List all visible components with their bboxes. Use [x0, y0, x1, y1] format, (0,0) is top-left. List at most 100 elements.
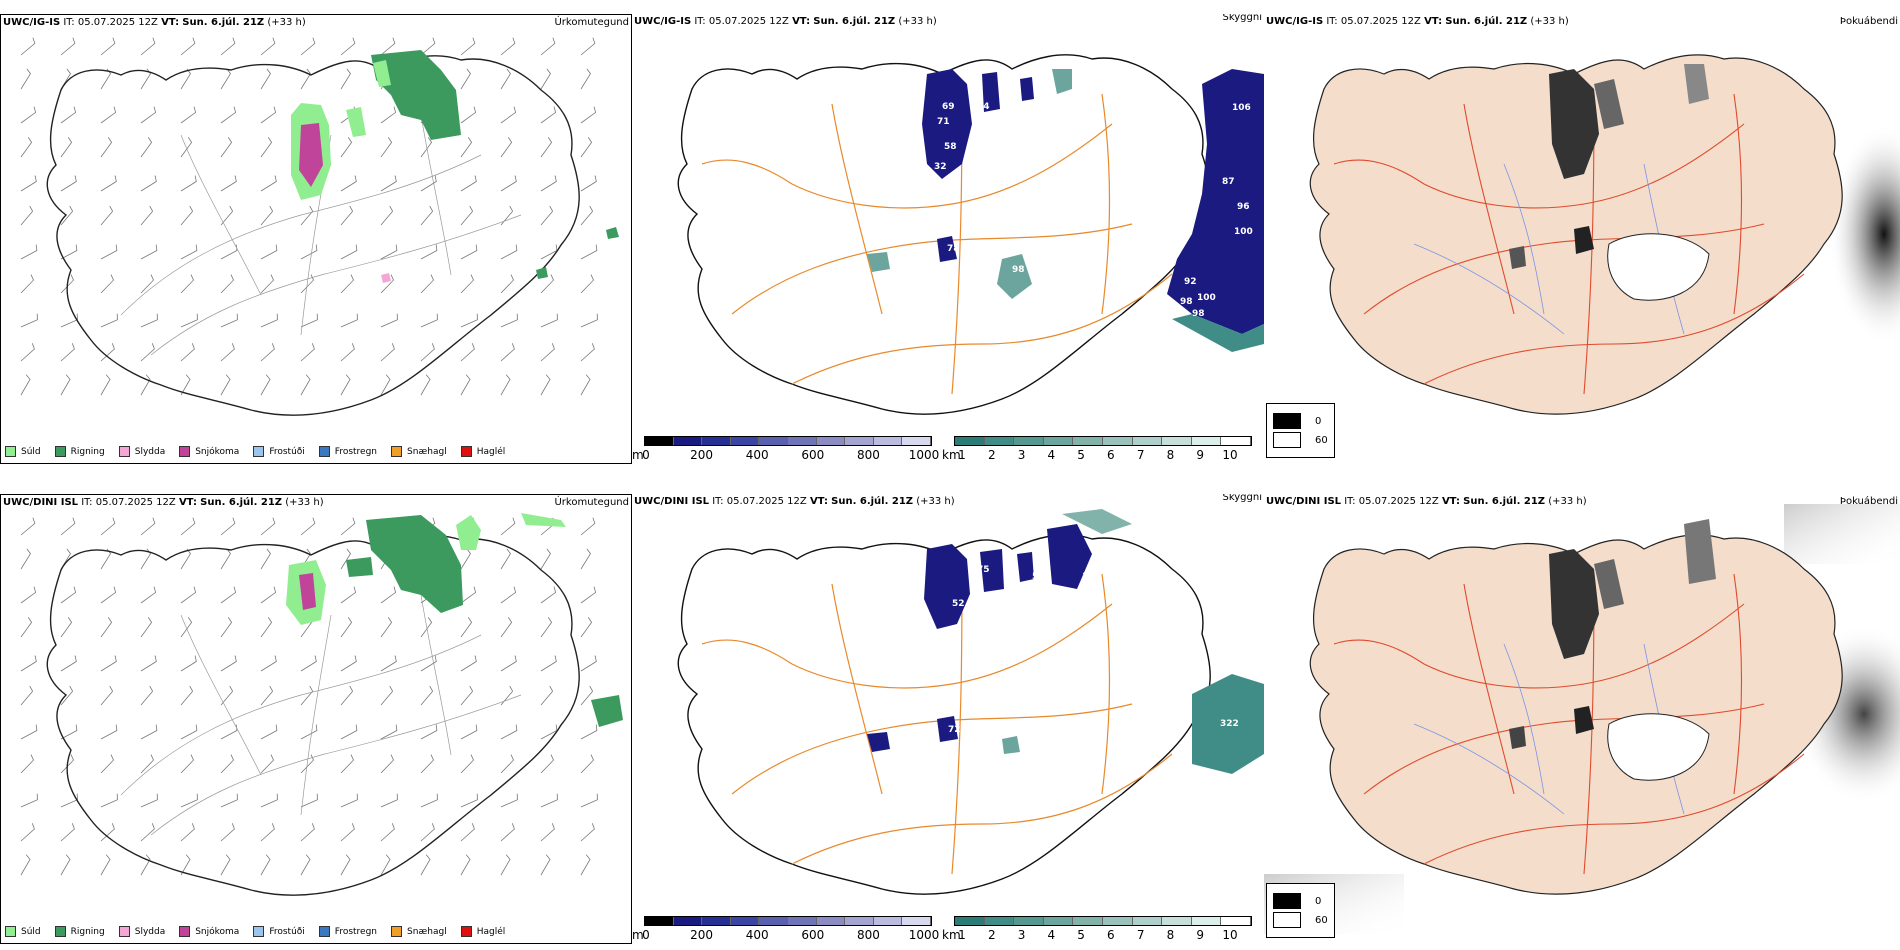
panel-fog-top: UWC/IG-IS IT: 05.07.2025 12Z VT: Sun. 6.…	[1264, 14, 1900, 464]
wind-barb	[100, 586, 117, 604]
legend-item: Haglél	[460, 926, 505, 937]
wind-barb	[260, 586, 277, 604]
panel-title: Úrkomutegund	[554, 17, 629, 28]
wind-barb	[460, 68, 471, 90]
wind-barb	[460, 175, 477, 192]
wind-barb	[220, 374, 231, 396]
colorbar-segment	[902, 437, 931, 445]
fog-legend-row: 0	[1273, 893, 1328, 909]
legend-label: Frostúði	[269, 926, 305, 937]
panel-header: UWC/IG-IS IT: 05.07.2025 12Z VT: Sun. 6.…	[1266, 16, 1569, 27]
wind-barb	[300, 754, 314, 774]
wind-barb	[140, 343, 155, 362]
wind-barb	[500, 548, 511, 570]
wind-barb	[20, 655, 37, 672]
model-name: UWC/IG-IS	[634, 16, 692, 27]
colorbar-tick: 0	[642, 448, 650, 462]
wind-barb	[60, 106, 77, 124]
wind-barb	[340, 685, 354, 706]
roads	[1333, 93, 1805, 395]
cloud-base-label: 75	[977, 565, 990, 575]
wind-barbs	[20, 37, 598, 396]
wind-barb	[260, 205, 274, 226]
legend-swatch	[391, 446, 403, 457]
wind-barb	[220, 655, 237, 672]
wind-barb	[140, 374, 151, 396]
legend-item: Frostregn	[318, 446, 378, 457]
wind-barb	[260, 313, 278, 328]
wind-barb	[220, 754, 234, 774]
wind-barb	[140, 685, 154, 706]
panel-precip-type-bottom: UWC/DINI ISL IT: 05.07.2025 12Z VT: Sun.…	[0, 494, 632, 944]
wind-barb	[300, 343, 315, 362]
colorbar-segment	[1162, 917, 1192, 925]
wind-barb	[100, 655, 117, 672]
colorbar-segment	[1221, 437, 1251, 445]
wind-barb	[300, 823, 315, 842]
wind-barb	[340, 313, 358, 328]
iceland-outline	[677, 534, 1211, 895]
colorbar-tick: 6	[1107, 448, 1115, 462]
wind-barb	[340, 137, 353, 158]
wind-barb	[580, 244, 598, 260]
wind-barb	[140, 205, 154, 226]
wind-barb	[60, 655, 77, 672]
wind-barb	[420, 685, 434, 706]
colorbar-tick: 7	[1136, 448, 1145, 462]
legend-item: Snæhagl	[391, 926, 447, 937]
wind-barb	[540, 205, 554, 226]
roads	[701, 573, 1173, 875]
wind-barb	[300, 517, 316, 536]
cloud-base-label: 322	[1220, 719, 1239, 729]
wind-barb	[540, 68, 551, 90]
wind-barb	[540, 617, 553, 638]
wind-barb	[20, 793, 38, 808]
legend-item: Frostúði	[253, 446, 305, 457]
colorbar-tick: 800	[856, 928, 880, 942]
wind-barb	[140, 274, 154, 294]
wind-barb	[540, 274, 554, 294]
wind-barb	[540, 106, 557, 124]
colorbar-tick: 6	[1107, 928, 1115, 942]
panel-cloud-visibility-top: UWC/IG-IS IT: 05.07.2025 12Z VT: Sun. 6.…	[632, 14, 1264, 464]
colorbar-unit: km	[942, 928, 961, 942]
wind-barb	[260, 793, 278, 808]
wind-barb	[340, 517, 356, 536]
wind-barb	[260, 68, 271, 90]
colorbar-segment	[845, 917, 874, 925]
wind-barb	[140, 724, 158, 740]
wind-barb	[140, 793, 158, 808]
wind-barb	[420, 793, 438, 808]
wind-barb	[20, 586, 37, 604]
wind-barb	[340, 854, 351, 876]
wind-barb	[260, 343, 275, 362]
iceland-outline	[46, 535, 580, 896]
colorbar-tick: 0	[642, 928, 650, 942]
wind-barb	[580, 175, 597, 192]
wind-barb	[540, 854, 551, 876]
wind-barb	[460, 854, 471, 876]
legend-label: Frostregn	[334, 446, 378, 457]
model-name: UWC/IG-IS	[1266, 16, 1324, 27]
wind-barb	[180, 617, 193, 638]
wind-barb	[460, 106, 477, 124]
wind-barb	[220, 37, 236, 56]
wind-barb	[500, 854, 511, 876]
cloud-base-label: 78	[947, 244, 960, 254]
wind-barb	[20, 374, 31, 396]
wind-barb	[460, 724, 478, 740]
precip-map	[20, 513, 623, 896]
fog-patches	[1509, 64, 1710, 301]
colorbar-tick: 600	[801, 448, 825, 462]
colorbar-tick: 5	[1077, 448, 1085, 462]
legend-swatch	[5, 446, 16, 457]
legend-label: Frostregn	[334, 926, 378, 937]
legend-label: Snjókoma	[195, 926, 240, 937]
wind-barb	[500, 175, 517, 192]
colorbar-tick: 5	[1077, 928, 1085, 942]
colorbar-tick: 3	[1017, 448, 1026, 462]
cloud-base-label: 69	[942, 102, 955, 112]
wind-barb	[460, 586, 477, 604]
colorbar-tick: 1	[958, 448, 966, 462]
it-label: IT:	[1344, 496, 1356, 507]
